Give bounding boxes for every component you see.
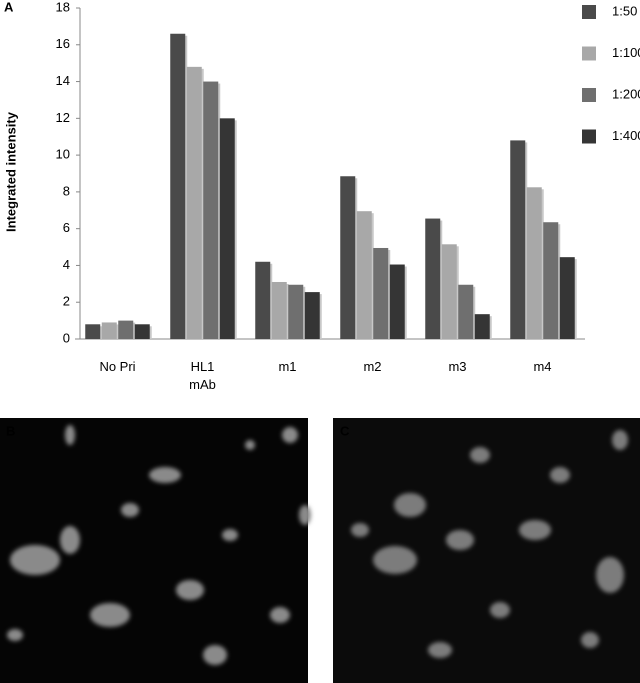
bar bbox=[389, 264, 405, 339]
legend-label: 1:50 bbox=[612, 3, 637, 18]
legend-label: 1:100 bbox=[612, 45, 640, 60]
y-tick-label: 14 bbox=[56, 73, 70, 88]
legend-swatch bbox=[582, 129, 596, 144]
bar bbox=[304, 292, 320, 339]
bar bbox=[134, 324, 150, 339]
bar bbox=[441, 244, 457, 339]
chart: A Integrated intensity 0 2 4 6 8 10 12 14 16 18 1:… bbox=[3, 0, 640, 345]
y-tick-label: 8 bbox=[63, 183, 70, 198]
bar bbox=[458, 284, 474, 339]
panel-label: A bbox=[4, 0, 14, 14]
y-tick-label: 0 bbox=[63, 330, 70, 345]
bar bbox=[425, 218, 441, 339]
panel-label: B bbox=[6, 423, 15, 438]
bar bbox=[526, 187, 542, 339]
y-tick-label: 6 bbox=[63, 220, 70, 235]
cells-b bbox=[7, 425, 311, 665]
legend-label: 1:400 bbox=[612, 128, 640, 143]
bar bbox=[186, 66, 202, 339]
legend-label: 1:200 bbox=[612, 86, 640, 101]
x-tick-label: m4 bbox=[533, 359, 552, 374]
x-tick-label: HL1 mAb bbox=[189, 359, 216, 392]
bar bbox=[85, 324, 101, 339]
bar bbox=[474, 314, 490, 339]
cells-c bbox=[351, 430, 628, 658]
legend-swatch bbox=[582, 46, 596, 61]
bar bbox=[170, 33, 186, 339]
bar bbox=[118, 320, 134, 339]
y-tick-label: 4 bbox=[63, 257, 70, 272]
y-tick-label: 16 bbox=[56, 36, 70, 51]
bar bbox=[101, 322, 117, 339]
y-tick-label: 12 bbox=[56, 110, 70, 125]
x-tick-label: m2 bbox=[363, 359, 382, 374]
legend-swatch bbox=[582, 5, 596, 19]
bar bbox=[255, 261, 271, 339]
bar bbox=[203, 81, 219, 340]
panel-label: C bbox=[340, 423, 350, 438]
legend-swatch bbox=[582, 88, 596, 102]
bar bbox=[559, 257, 575, 339]
y-tick-label: 2 bbox=[63, 294, 70, 309]
bar bbox=[373, 247, 389, 339]
x-tick-label: No Pri bbox=[99, 359, 136, 374]
bar bbox=[356, 211, 372, 339]
x-tick-label: m1 bbox=[278, 359, 297, 374]
micrographs: B C bbox=[0, 418, 640, 683]
bar bbox=[288, 284, 304, 339]
y-tick-label: 18 bbox=[56, 0, 70, 14]
bar bbox=[510, 140, 526, 339]
y-tick-label: 10 bbox=[56, 147, 70, 162]
bar bbox=[219, 118, 235, 339]
bar bbox=[340, 176, 356, 339]
bar bbox=[271, 281, 287, 339]
x-tick-label: m3 bbox=[448, 359, 467, 374]
y-axis-label: Integrated intensity bbox=[3, 111, 18, 232]
bar bbox=[543, 222, 559, 339]
